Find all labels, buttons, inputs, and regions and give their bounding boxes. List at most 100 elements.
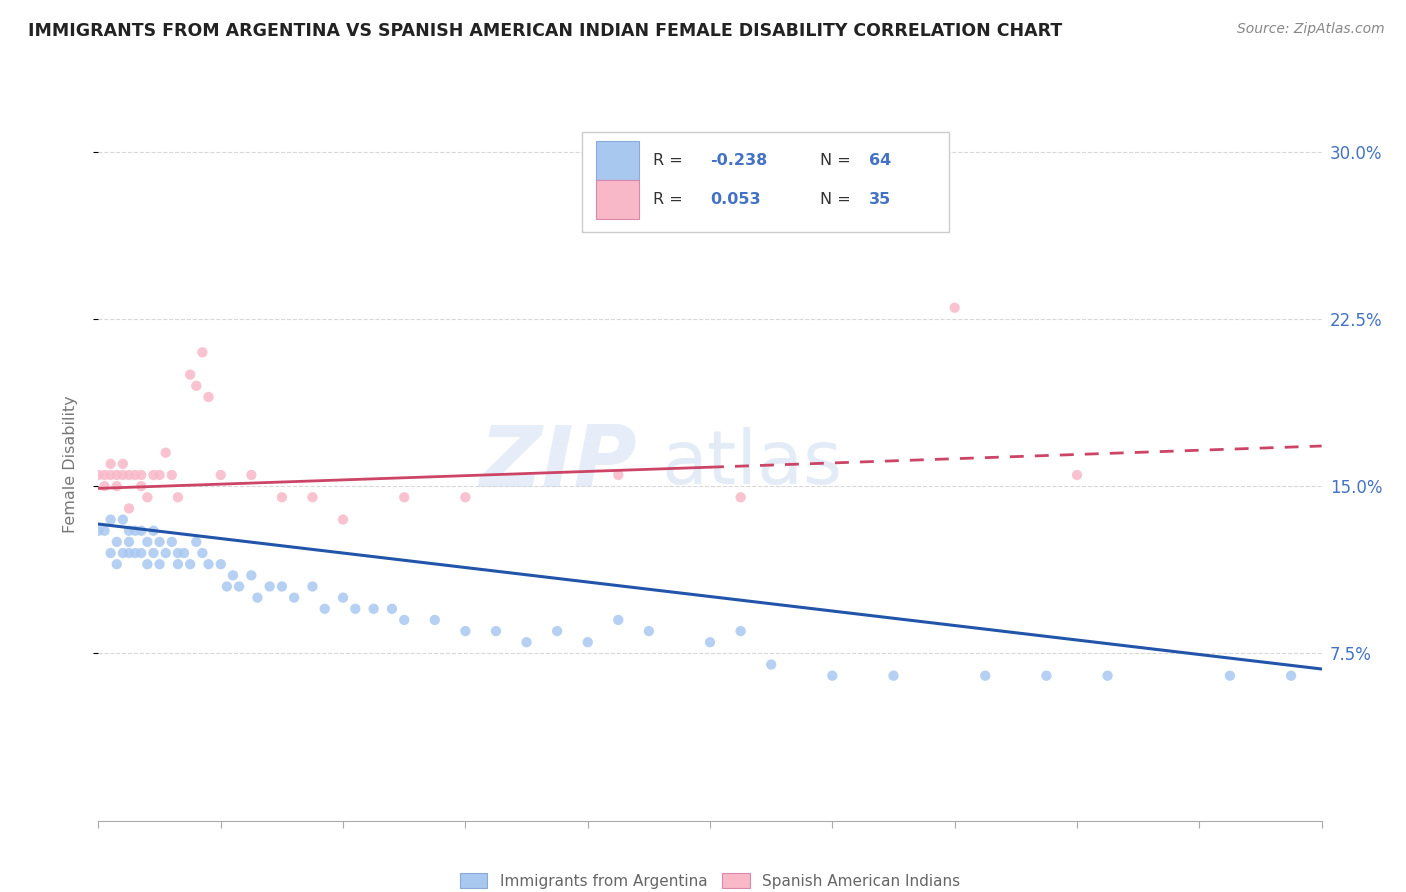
Point (363, 602, 385, 616)
Point (142, 524, 165, 538)
FancyBboxPatch shape (582, 132, 949, 232)
Point (111, 512, 134, 526)
Point (93, 467, 115, 482)
Point (100, 467, 122, 482)
Point (167, 546, 190, 560)
Point (485, 624, 508, 639)
Text: IMMIGRANTS FROM ARGENTINA VS SPANISH AMERICAN INDIAN FEMALE DISABILITY CORRELATI: IMMIGRANTS FROM ARGENTINA VS SPANISH AME… (28, 22, 1063, 40)
Point (118, 467, 141, 482)
Point (607, 467, 630, 482)
Point (191, 345, 214, 359)
Point (381, 602, 404, 616)
Point (111, 546, 134, 560)
Point (314, 602, 336, 616)
Point (516, 635, 538, 649)
Point (142, 467, 165, 482)
Point (149, 534, 172, 549)
Point (423, 613, 446, 627)
Point (270, 491, 292, 505)
Text: 0.053: 0.053 (710, 193, 761, 207)
Point (179, 557, 201, 572)
Point (142, 546, 165, 560)
Point (607, 613, 630, 627)
Point (546, 624, 568, 639)
Point (197, 390, 219, 404)
Point (197, 557, 219, 572)
Point (136, 557, 159, 572)
Point (454, 491, 477, 505)
Point (93, 479, 115, 493)
Point (332, 512, 354, 526)
Point (160, 534, 183, 549)
Point (100, 457, 122, 471)
Point (283, 591, 305, 605)
Text: 35: 35 (869, 193, 891, 207)
Point (259, 580, 281, 594)
Point (943, 301, 966, 315)
Point (100, 546, 122, 560)
Point (637, 624, 661, 639)
Point (87, 524, 110, 538)
Point (173, 546, 195, 560)
Text: N =: N = (820, 193, 856, 207)
Point (129, 546, 152, 560)
Point (129, 467, 152, 482)
Legend: Immigrants from Argentina, Spanish American Indians: Immigrants from Argentina, Spanish Ameri… (454, 867, 966, 892)
Point (124, 524, 146, 538)
Point (105, 467, 128, 482)
Bar (596, 180, 640, 219)
Point (209, 557, 232, 572)
Point (129, 479, 152, 493)
Point (105, 479, 128, 493)
Point (301, 491, 323, 505)
Text: atlas: atlas (661, 427, 842, 500)
Point (93, 524, 115, 538)
Point (111, 457, 134, 471)
Point (730, 624, 752, 639)
Point (155, 546, 177, 560)
Point (240, 568, 263, 582)
Point (124, 467, 146, 482)
Point (118, 524, 141, 538)
Point (301, 580, 323, 594)
Point (974, 669, 997, 683)
Point (215, 580, 238, 594)
Point (186, 534, 208, 549)
Point (730, 491, 752, 505)
Point (167, 557, 190, 572)
Point (191, 546, 214, 560)
Point (149, 467, 172, 482)
Point (332, 591, 354, 605)
Point (186, 378, 208, 392)
Point (392, 491, 416, 505)
Point (111, 467, 134, 482)
Text: R =: R = (652, 153, 688, 168)
Y-axis label: Female Disability: Female Disability (63, 395, 77, 533)
Point (392, 613, 416, 627)
Point (118, 534, 141, 549)
Point (105, 557, 128, 572)
Bar (596, 141, 640, 180)
Point (118, 546, 141, 560)
Point (699, 635, 721, 649)
Point (222, 568, 245, 582)
Text: R =: R = (652, 193, 688, 207)
Text: N =: N = (820, 153, 856, 168)
Point (136, 491, 159, 505)
Point (118, 501, 141, 516)
Point (454, 624, 477, 639)
Point (883, 669, 905, 683)
Point (167, 491, 190, 505)
Point (209, 467, 232, 482)
Point (1097, 669, 1119, 683)
Point (1279, 669, 1302, 683)
Text: Source: ZipAtlas.com: Source: ZipAtlas.com (1237, 22, 1385, 37)
Point (87, 467, 110, 482)
Point (270, 580, 292, 594)
Point (1066, 467, 1088, 482)
Point (344, 602, 367, 616)
Point (240, 467, 263, 482)
Text: ZIP: ZIP (479, 422, 637, 506)
Text: -0.238: -0.238 (710, 153, 768, 168)
Point (149, 557, 172, 572)
